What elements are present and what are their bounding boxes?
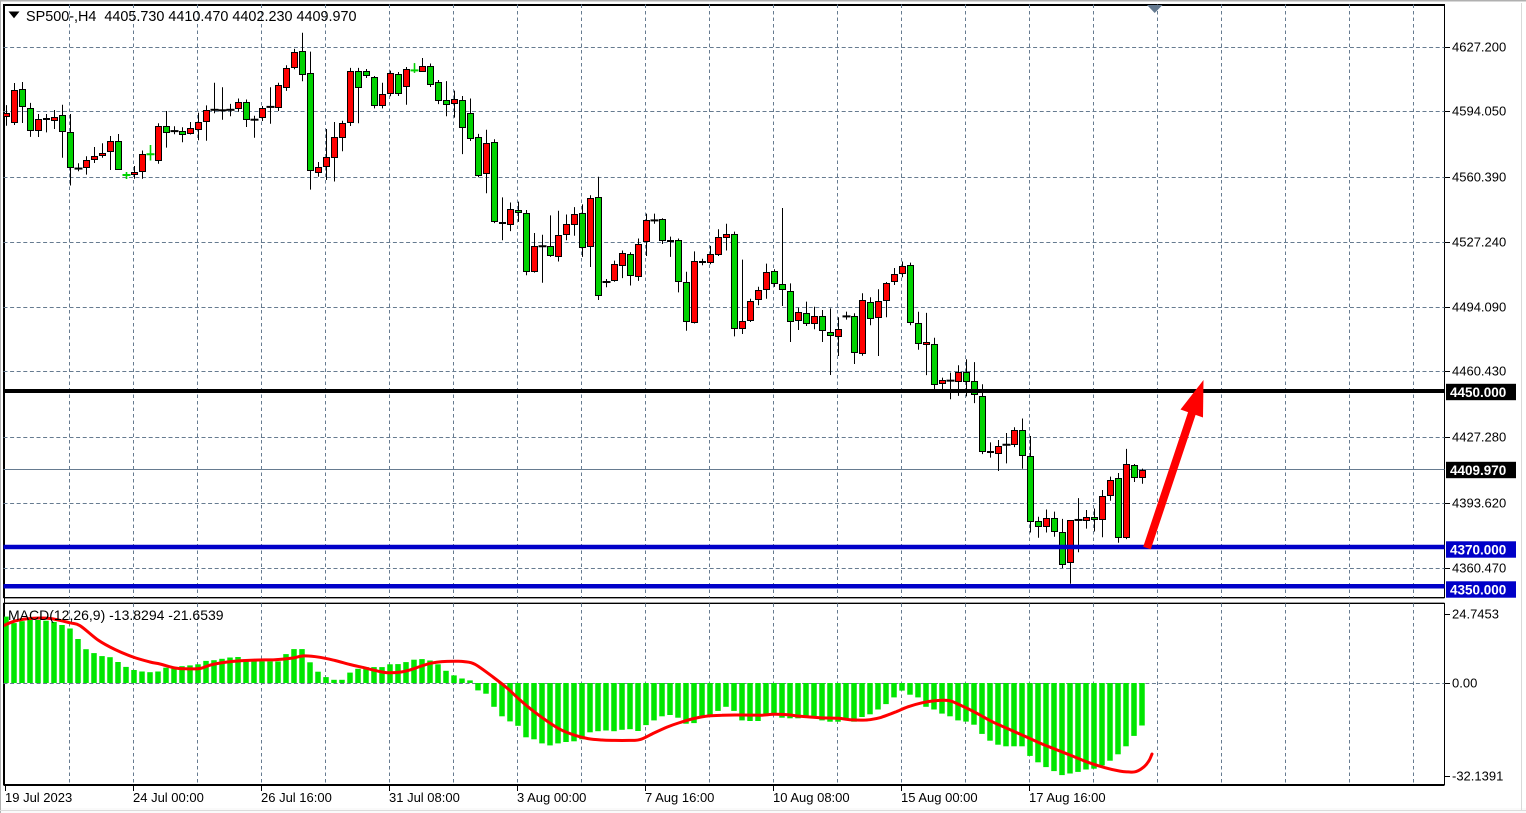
svg-text:15 Aug 00:00: 15 Aug 00:00 [901,790,978,805]
svg-text:SP500-,H4 4405.730 4410.470 4: SP500-,H4 4405.730 4410.470 4402.230 440… [26,9,356,25]
svg-text:4350.000: 4350.000 [1450,582,1506,597]
svg-text:4627.200: 4627.200 [1452,40,1506,55]
svg-text:4360.470: 4360.470 [1452,561,1506,576]
svg-text:4460.430: 4460.430 [1452,364,1506,379]
svg-text:4409.970: 4409.970 [1450,463,1506,478]
svg-text:0.00: 0.00 [1452,676,1477,691]
svg-text:4393.620: 4393.620 [1452,496,1506,511]
svg-text:4560.390: 4560.390 [1452,170,1506,185]
svg-text:7 Aug 16:00: 7 Aug 16:00 [645,790,714,805]
svg-text:19 Jul 2023: 19 Jul 2023 [5,790,72,805]
svg-text:-32.1391: -32.1391 [1452,769,1503,784]
svg-text:4450.000: 4450.000 [1450,385,1506,400]
svg-text:4427.280: 4427.280 [1452,430,1506,445]
svg-text:26 Jul 16:00: 26 Jul 16:00 [261,790,332,805]
svg-text:3 Aug 00:00: 3 Aug 00:00 [517,790,586,805]
svg-text:4494.090: 4494.090 [1452,300,1506,315]
svg-text:24.7453: 24.7453 [1452,607,1499,622]
svg-text:17 Aug 16:00: 17 Aug 16:00 [1029,790,1106,805]
svg-text:24 Jul 00:00: 24 Jul 00:00 [133,790,204,805]
svg-text:4594.050: 4594.050 [1452,104,1506,119]
svg-text:31 Jul 08:00: 31 Jul 08:00 [389,790,460,805]
svg-text:10 Aug 08:00: 10 Aug 08:00 [773,790,850,805]
svg-text:MACD(12,26,9) -13.8294 -21.653: MACD(12,26,9) -13.8294 -21.6539 [8,607,224,623]
svg-text:4370.000: 4370.000 [1450,542,1506,557]
svg-text:4527.240: 4527.240 [1452,235,1506,250]
